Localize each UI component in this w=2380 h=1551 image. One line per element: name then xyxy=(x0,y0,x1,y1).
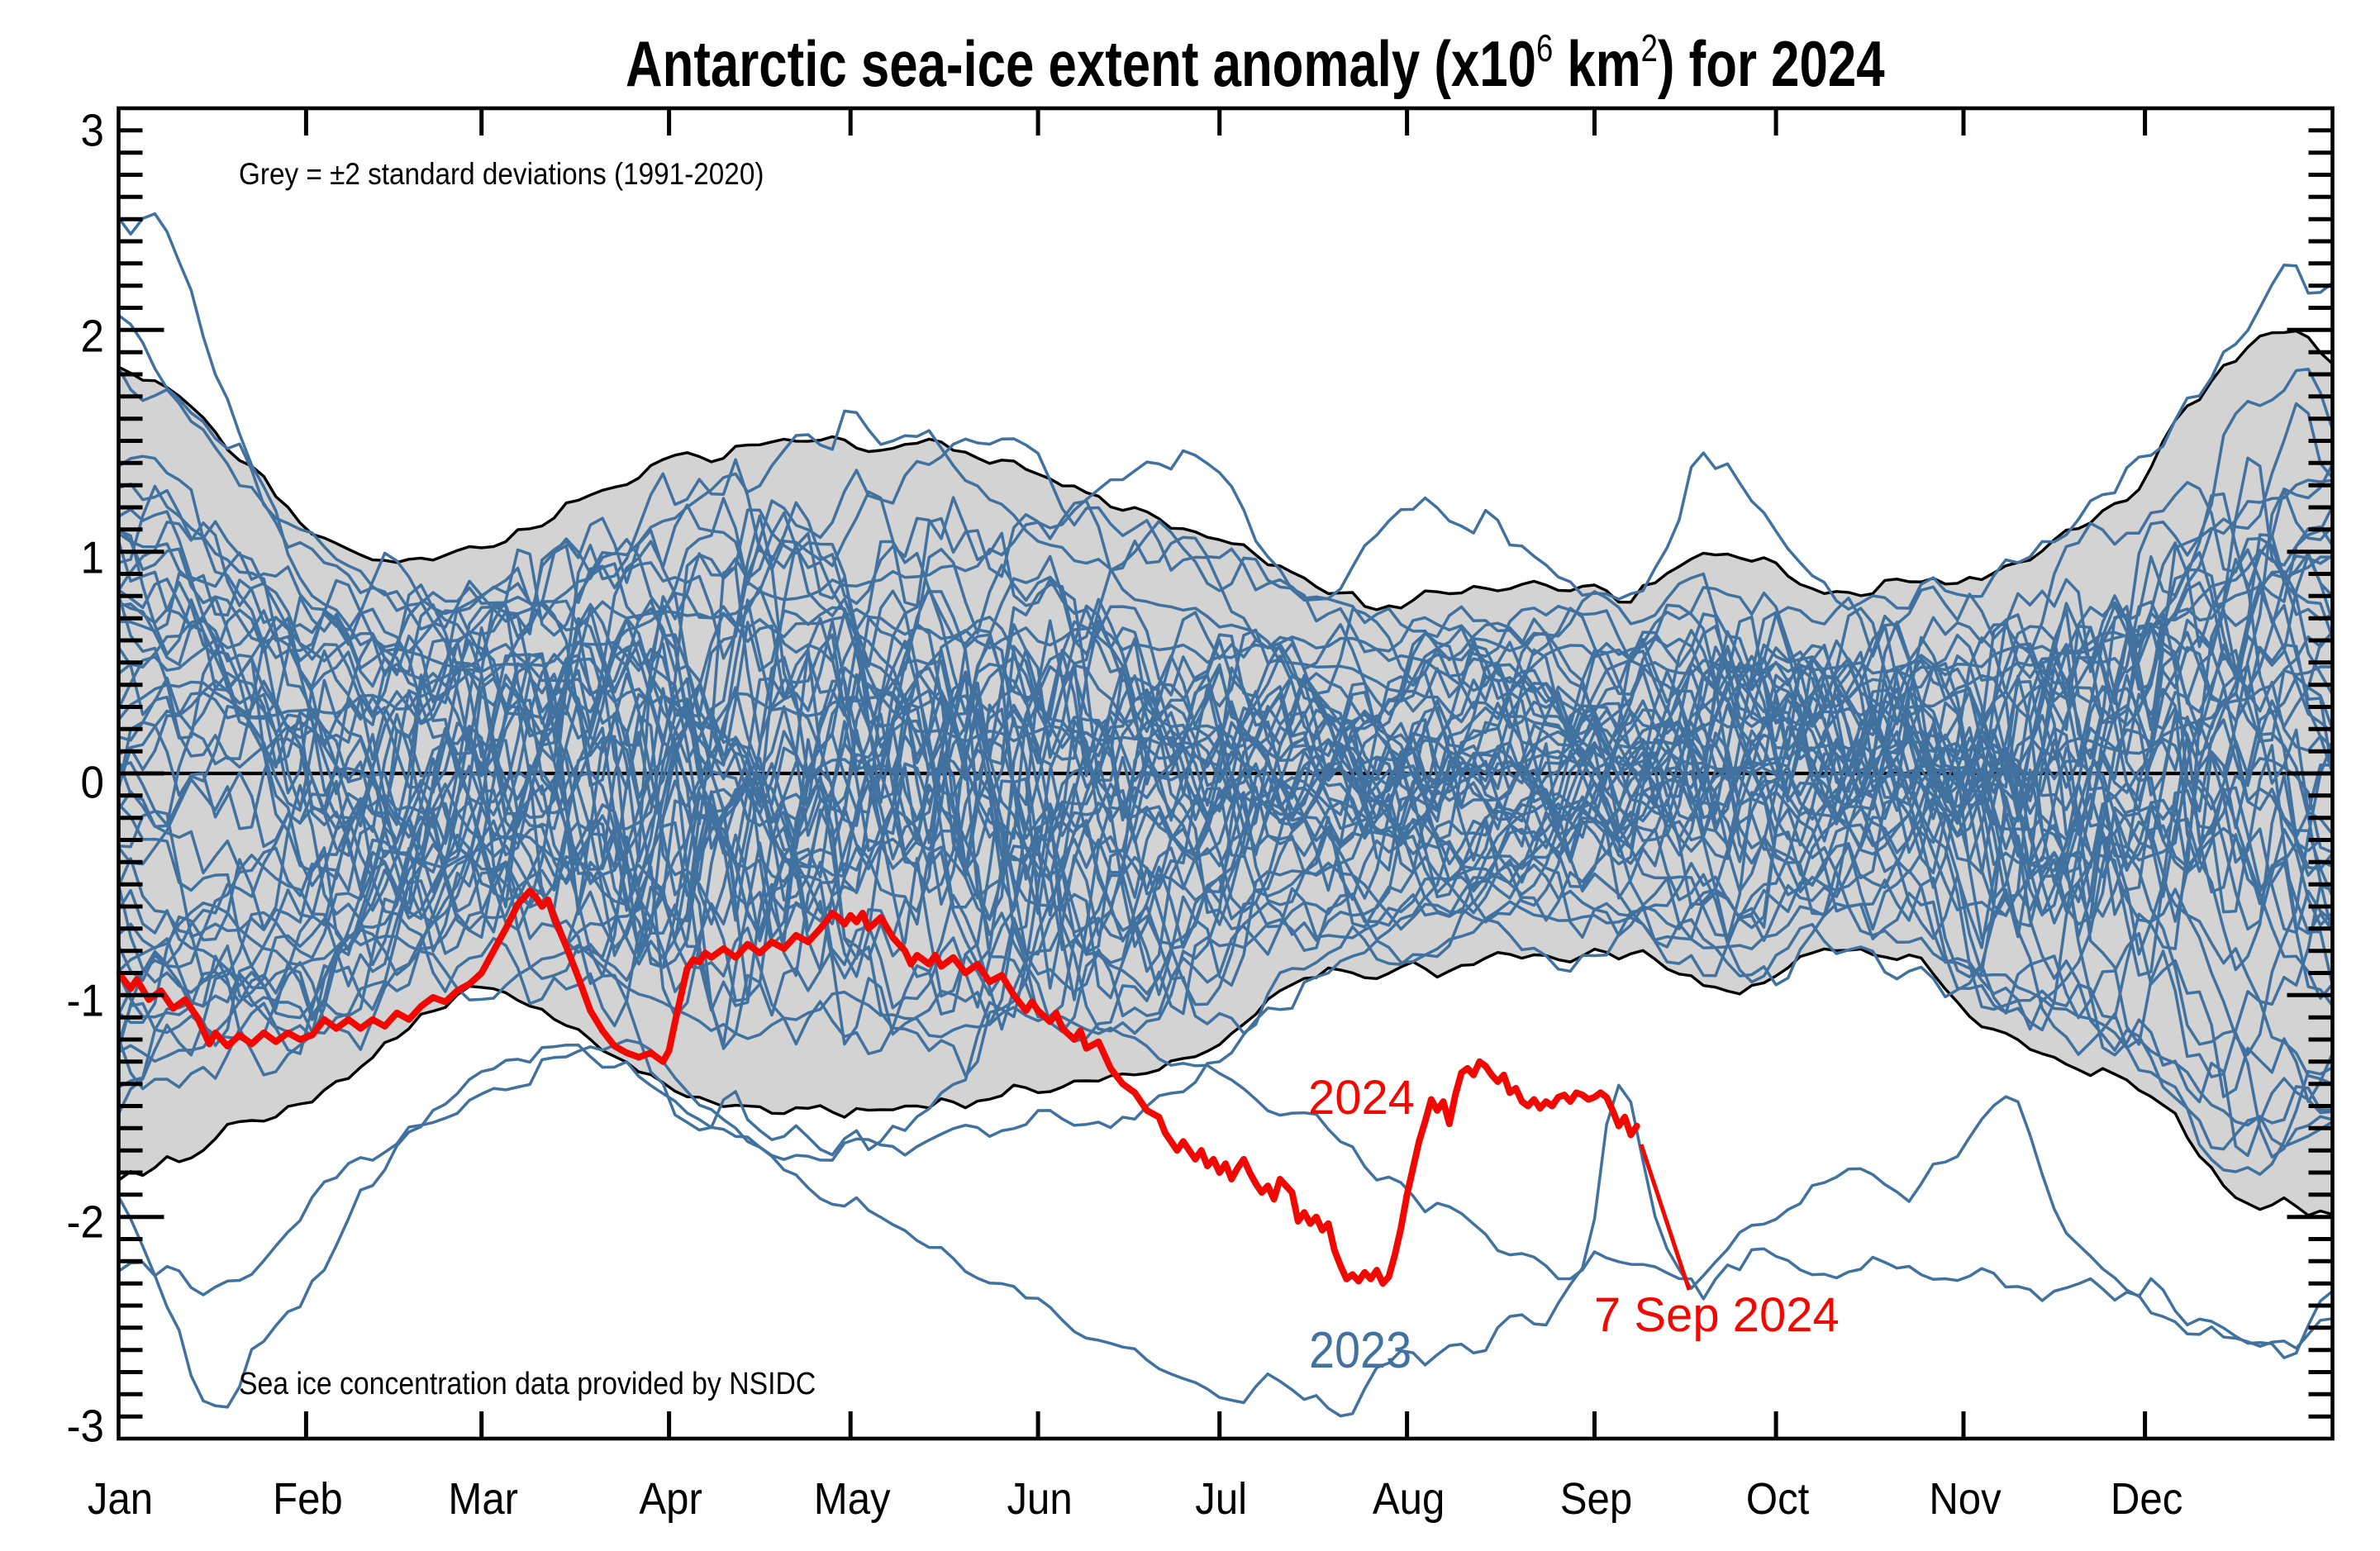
svg-text:Aug: Aug xyxy=(1373,1473,1445,1524)
svg-text:Dec: Dec xyxy=(2111,1473,2182,1524)
svg-text:-1: -1 xyxy=(67,976,104,1026)
svg-text:-2: -2 xyxy=(67,1197,104,1248)
svg-text:Nov: Nov xyxy=(1929,1473,2002,1524)
svg-text:Oct: Oct xyxy=(1746,1473,1809,1524)
svg-text:2024: 2024 xyxy=(1308,1071,1415,1125)
svg-text:Sea ice concentration data pro: Sea ice concentration data provided by N… xyxy=(239,1365,816,1401)
svg-text:Feb: Feb xyxy=(273,1473,343,1524)
svg-text:0: 0 xyxy=(81,758,104,808)
svg-text:May: May xyxy=(814,1473,891,1524)
svg-text:Mar: Mar xyxy=(448,1473,518,1524)
svg-text:3: 3 xyxy=(81,106,104,156)
svg-text:Jan: Jan xyxy=(88,1473,153,1524)
svg-text:Antarctic sea-ice extent anoma: Antarctic sea-ice extent anomaly (x106 k… xyxy=(626,26,1885,100)
svg-text:Jun: Jun xyxy=(1007,1473,1072,1524)
svg-text:1: 1 xyxy=(81,533,104,583)
svg-text:2: 2 xyxy=(81,312,104,362)
svg-text:-3: -3 xyxy=(67,1401,104,1452)
svg-text:2023: 2023 xyxy=(1309,1322,1411,1378)
svg-text:Sep: Sep xyxy=(1560,1473,1632,1524)
svg-text:Jul: Jul xyxy=(1195,1473,1247,1524)
svg-text:Apr: Apr xyxy=(639,1473,702,1524)
svg-text:Grey = ±2 standard deviations: Grey = ±2 standard deviations (1991-2020… xyxy=(239,157,764,191)
svg-text:7 Sep 2024: 7 Sep 2024 xyxy=(1594,1288,1840,1342)
